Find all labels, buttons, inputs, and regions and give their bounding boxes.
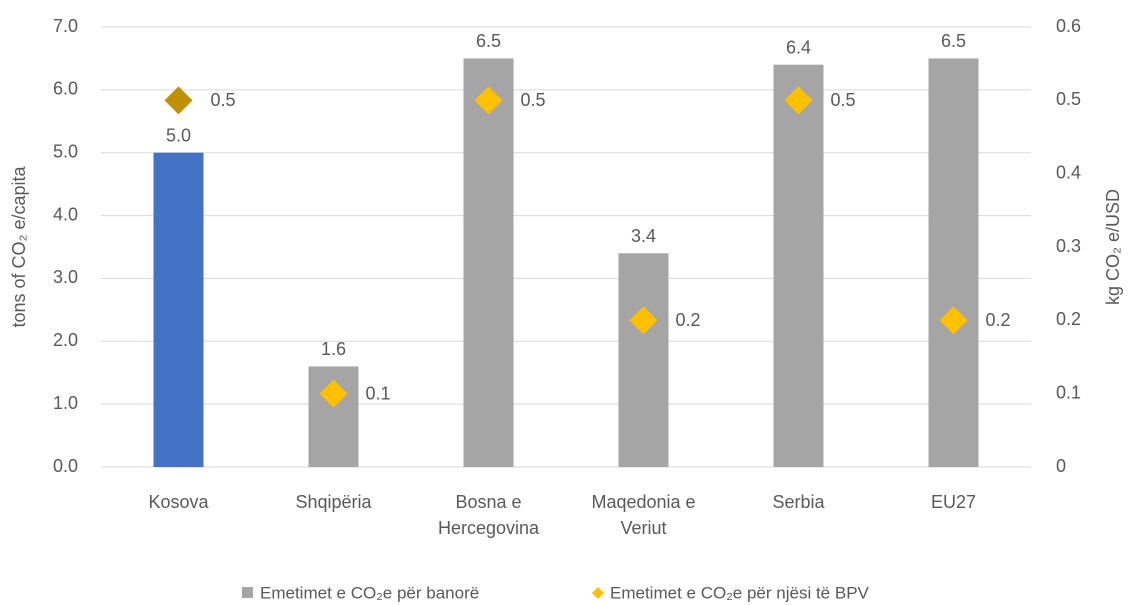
y2-tick-label: 0.3 [1056,236,1081,256]
marker-value-label: 0.2 [676,310,701,330]
y2-tick-label: 0 [1056,456,1066,476]
diamond-marker [784,86,813,115]
y-tick-label: 7.0 [53,16,78,36]
x-tick-label: Serbia [772,492,825,512]
diamond-marker [164,86,193,115]
legend-swatch [242,587,253,598]
legend-swatch [592,587,604,599]
y2-tick-label: 0.1 [1056,382,1081,402]
x-tick-label: Shqipëria [295,492,372,512]
y-tick-label: 6.0 [53,79,78,99]
marker-value-label: 0.1 [366,383,391,403]
y-tick-label: 1.0 [53,393,78,413]
marker-value-label: 0.5 [521,90,546,110]
bar-value-label: 3.4 [631,226,656,246]
bar [773,64,824,467]
x-tick-label: EU27 [930,492,977,512]
y-axis-title: tons of CO₂ e/capita [9,165,29,327]
y2-tick-label: 0.5 [1056,89,1081,109]
y-tick-label: 3.0 [53,267,78,287]
y-tick-label: 5.0 [53,141,78,161]
diamond-marker [474,86,503,115]
x-tick-label: Kosova [148,492,209,512]
x-tick-label: Maqedonia e Veriut [591,492,696,538]
legend-label: Emetimet e CO₂e për banorë [260,583,479,602]
diamond-marker [319,379,348,408]
bar [618,253,669,467]
bar-value-label: 6.5 [941,31,966,51]
legend-label: Emetimet e CO₂e për njësi të BPV [610,583,870,602]
marker-value-label: 0.5 [211,90,236,110]
y-tick-label: 4.0 [53,204,78,224]
marker-value-label: 0.2 [986,310,1011,330]
marker-value-label: 0.5 [831,90,856,110]
y2-tick-label: 0.2 [1056,309,1081,329]
y-tick-label: 2.0 [53,330,78,350]
diamond-marker [629,306,658,335]
y2-axis-title: kg CO₂ e/USD [1103,189,1123,305]
bar [463,58,514,468]
y2-tick-label: 0.6 [1056,16,1081,36]
bar-value-label: 6.5 [476,31,501,51]
y2-tick-label: 0.4 [1056,162,1081,182]
bar [153,152,204,467]
bar-value-label: 6.4 [786,37,811,57]
bar [928,58,979,468]
diamond-marker [939,306,968,335]
bar-value-label: 1.6 [321,339,346,359]
y-tick-label: 0.0 [53,456,78,476]
x-tick-label: Bosna e Hercegovina [437,492,540,538]
bar-value-label: 5.0 [166,125,191,145]
